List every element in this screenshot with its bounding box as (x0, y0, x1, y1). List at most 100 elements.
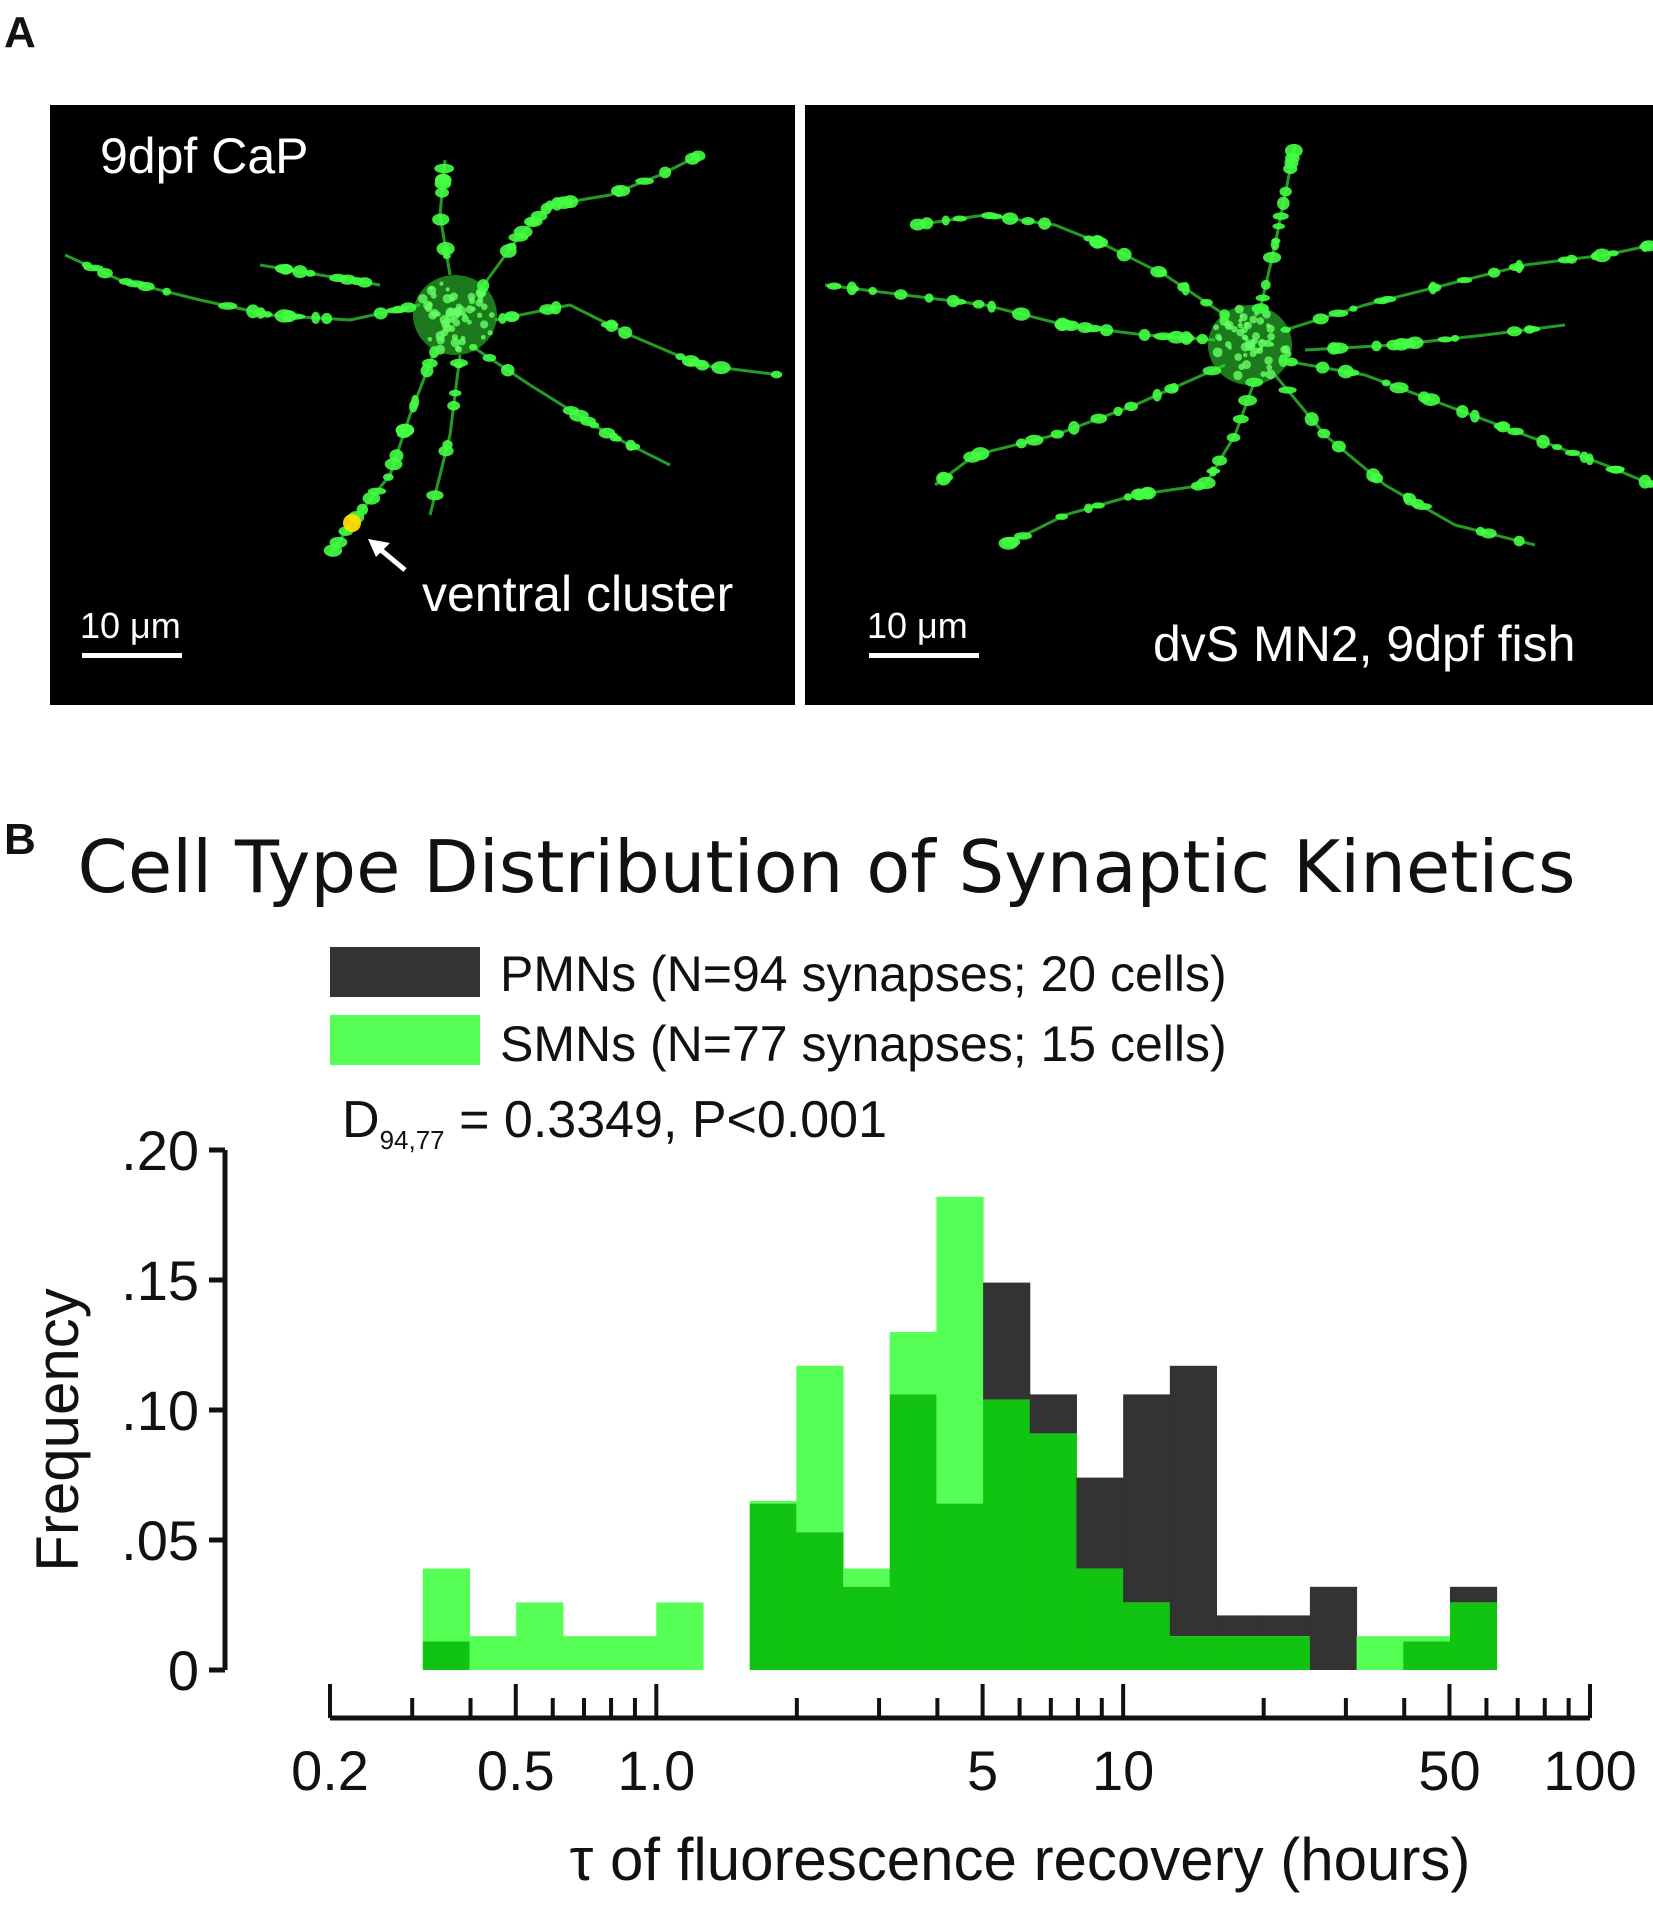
soma-puncta (480, 334, 486, 340)
histogram-bar-excess (562, 1636, 611, 1670)
soma-puncta (1266, 364, 1273, 371)
synaptic-puncta (429, 346, 440, 359)
synaptic-puncta (695, 360, 710, 371)
histogram-bar-overlap (983, 1399, 1031, 1670)
soma-puncta (452, 319, 461, 327)
soma-puncta (470, 306, 476, 312)
ventral-cluster-annotation: ventral cluster (422, 566, 734, 622)
synaptic-puncta (1487, 267, 1501, 278)
soma-puncta (439, 281, 444, 286)
synaptic-puncta (281, 310, 297, 323)
soma-puncta (1233, 370, 1243, 381)
synaptic-puncta (998, 536, 1019, 550)
synaptic-puncta (1304, 412, 1319, 427)
histogram-bar-excess (609, 1636, 657, 1670)
synaptic-puncta (292, 265, 308, 279)
histogram-bar-excess (983, 1282, 1031, 1400)
histogram-bar-excess (1263, 1615, 1311, 1637)
synaptic-puncta (1590, 252, 1600, 261)
synaptic-puncta (382, 473, 394, 481)
x-axis-label: τ of fluorescence recovery (hours) (570, 1826, 1471, 1893)
synaptic-puncta (1272, 212, 1289, 220)
synaptic-puncta (894, 289, 908, 300)
synaptic-puncta (846, 281, 857, 296)
ventral-cluster-spot (343, 514, 361, 532)
soma-puncta (488, 312, 495, 318)
soma-puncta (427, 301, 433, 308)
synaptic-puncta (323, 544, 343, 557)
synaptic-puncta (1413, 503, 1432, 511)
soma-puncta (427, 336, 433, 342)
synaptic-puncta (1278, 386, 1297, 394)
synaptic-puncta (432, 213, 450, 226)
synaptic-puncta (1456, 405, 1469, 418)
soma-puncta (1234, 304, 1244, 314)
synaptic-puncta (1513, 535, 1525, 547)
x-tick-label: 0.2 (291, 1739, 369, 1802)
synaptic-puncta (438, 445, 454, 457)
synaptic-puncta (1389, 382, 1409, 394)
panel-a-letter: A (4, 8, 36, 57)
synaptic-puncta (373, 307, 388, 320)
synaptic-puncta (920, 217, 934, 230)
synaptic-puncta (1640, 241, 1650, 253)
legend-label-smn: SMNs (N=77 synapses; 15 cells) (500, 1016, 1227, 1072)
synaptic-puncta (580, 416, 597, 427)
synaptic-puncta (1238, 394, 1258, 406)
histogram-bar-excess (1309, 1586, 1358, 1670)
soma-puncta (428, 311, 438, 320)
synaptic-puncta (395, 423, 415, 437)
synaptic-puncta (1116, 247, 1132, 262)
soma-puncta (1266, 324, 1275, 333)
synaptic-puncta (448, 389, 462, 397)
synaptic-puncta (311, 311, 321, 324)
synaptic-puncta (1456, 276, 1473, 284)
synaptic-puncta (1089, 236, 1109, 249)
synaptic-puncta (1054, 319, 1074, 331)
histogram-bar-overlap (422, 1641, 471, 1670)
soma-puncta (1215, 333, 1222, 341)
synaptic-puncta (436, 241, 455, 256)
soma-puncta (481, 303, 488, 311)
synaptic-puncta (550, 301, 562, 315)
synaptic-puncta (1366, 468, 1381, 483)
histogram-bar-excess (889, 1332, 937, 1395)
soma-puncta (1212, 347, 1223, 358)
soma-puncta (1241, 334, 1248, 341)
synaptic-puncta (1638, 474, 1652, 489)
synaptic-puncta (1328, 309, 1349, 318)
soma-puncta (460, 335, 466, 341)
soma-puncta (1239, 313, 1248, 322)
histogram-bar-overlap (749, 1503, 797, 1670)
synaptic-puncta (1202, 366, 1222, 376)
synaptic-puncta (1015, 438, 1027, 449)
synaptic-puncta (1470, 409, 1480, 423)
soma-puncta (1253, 347, 1260, 354)
synaptic-puncta (1552, 443, 1563, 451)
synaptic-puncta (1255, 294, 1270, 302)
histogram-bar-excess (422, 1568, 471, 1642)
synaptic-puncta (469, 343, 478, 351)
soma-puncta (1265, 369, 1276, 380)
synaptic-puncta (83, 264, 104, 272)
synaptic-puncta (1090, 413, 1108, 424)
synaptic-puncta (1564, 449, 1581, 457)
synaptic-puncta (1001, 212, 1019, 225)
synaptic-puncta (1091, 502, 1105, 509)
synaptic-puncta (613, 435, 622, 442)
synaptic-puncta (97, 267, 113, 279)
synaptic-puncta (1219, 309, 1230, 321)
synaptic-puncta (1343, 369, 1360, 377)
synaptic-puncta (1021, 217, 1035, 226)
synaptic-puncta (1170, 382, 1179, 393)
x-tick-label: 1.0 (617, 1739, 695, 1802)
soma-puncta (1226, 323, 1232, 329)
synaptic-puncta (1381, 379, 1391, 387)
synaptic-puncta (1508, 263, 1525, 272)
synaptic-puncta (963, 451, 982, 463)
synaptic-puncta (614, 185, 624, 198)
y-tick-label: .05 (121, 1509, 199, 1572)
legend-label-pmn: PMNs (N=94 synapses; 20 cells) (500, 946, 1227, 1002)
histogram-bar-excess (749, 1501, 797, 1504)
synaptic-puncta (449, 358, 469, 368)
